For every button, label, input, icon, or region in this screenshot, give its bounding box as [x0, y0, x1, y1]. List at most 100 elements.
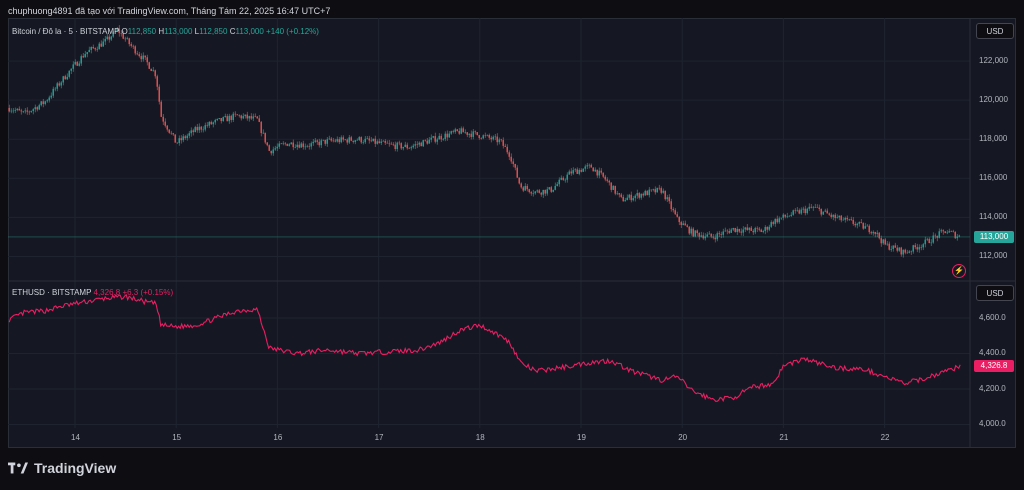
btc-candle — [60, 81, 62, 89]
btc-candle — [744, 226, 746, 233]
btc-candle — [942, 229, 944, 235]
btc-candle — [162, 114, 164, 126]
btc-candle — [628, 193, 630, 200]
btc-candle — [652, 188, 654, 192]
btc-candle — [788, 215, 790, 217]
btc-candle — [82, 53, 84, 59]
btc-candle — [798, 208, 800, 215]
btc-candle — [376, 139, 378, 145]
btc-candle — [284, 142, 286, 146]
btc-candle — [762, 229, 764, 234]
btc-candle — [30, 110, 32, 113]
btc-candle — [572, 167, 574, 175]
btc-candle — [604, 174, 606, 182]
btc-candle — [78, 61, 80, 67]
btc-candle — [96, 46, 98, 52]
btc-candle — [92, 44, 94, 50]
eth-currency-button[interactable]: USD — [976, 285, 1014, 301]
btc-candle — [436, 137, 438, 145]
btc-candle — [680, 220, 682, 229]
btc-candle — [374, 135, 376, 147]
btc-candle — [566, 172, 568, 183]
btc-candle — [182, 134, 184, 143]
btc-candle — [154, 69, 156, 79]
btc-candle — [42, 98, 44, 108]
btc-candle — [418, 141, 420, 147]
btc-candle — [158, 84, 160, 105]
btc-candle — [920, 244, 922, 251]
btc-candle — [508, 150, 510, 161]
y-tick-label: 4,600.0 — [979, 312, 1006, 322]
btc-candle — [552, 189, 554, 193]
btc-candle — [260, 121, 262, 137]
y-tick-label: 114,000 — [979, 212, 1008, 222]
btc-candle — [220, 117, 222, 124]
btc-candle — [586, 162, 588, 170]
btc-candle — [674, 208, 676, 215]
btc-candle — [24, 108, 26, 114]
btc-candle — [206, 122, 208, 128]
btc-candle — [18, 106, 20, 111]
btc-candle — [242, 113, 244, 120]
btc-candle — [286, 143, 288, 147]
btc-candle — [122, 31, 124, 40]
btc-candle — [224, 113, 226, 118]
btc-candle — [348, 134, 350, 144]
btc-candle — [716, 231, 718, 242]
btc-candle — [950, 230, 952, 233]
btc-candle — [778, 216, 780, 224]
lightning-icon[interactable]: ⚡ — [952, 264, 966, 278]
btc-candle — [540, 192, 542, 197]
btc-candle — [728, 228, 730, 234]
btc-candle — [222, 116, 224, 122]
btc-candle — [70, 68, 72, 75]
btc-candle — [850, 216, 852, 221]
btc-candle — [670, 198, 672, 212]
btc-candle — [334, 138, 336, 143]
chart-canvas[interactable] — [8, 18, 1016, 448]
btc-candle — [602, 172, 604, 178]
btc-candle — [884, 238, 886, 246]
btc-candle — [22, 110, 24, 114]
btc-candle — [734, 227, 736, 233]
btc-candle — [428, 137, 430, 144]
btc-candle — [406, 142, 408, 150]
btc-candle — [858, 221, 860, 227]
btc-candle — [88, 46, 90, 53]
btc-candle — [118, 25, 120, 37]
btc-candle — [324, 139, 326, 146]
btc-candle — [742, 226, 744, 237]
btc-candle — [612, 185, 614, 190]
btc-candle — [378, 138, 380, 144]
btc-candle — [434, 132, 436, 144]
btc-candle — [202, 126, 204, 133]
eth-value: 4,326.8 — [93, 288, 121, 297]
btc-candle — [16, 108, 18, 112]
btc-candle — [890, 245, 892, 252]
btc-currency-button[interactable]: USD — [976, 23, 1014, 39]
btc-candle — [312, 138, 314, 146]
tradingview-logo[interactable]: TradingView — [8, 460, 116, 476]
btc-candle — [64, 74, 66, 80]
btc-candle — [310, 141, 312, 150]
btc-candle — [910, 250, 912, 255]
btc-candle — [414, 141, 416, 149]
btc-candle — [640, 193, 642, 200]
btc-candle — [510, 153, 512, 164]
btc-candle — [870, 230, 872, 235]
btc-candle — [832, 214, 834, 221]
btc-candle — [526, 183, 528, 192]
btc-candle — [678, 216, 680, 226]
btc-candle — [922, 243, 924, 251]
btc-candle — [346, 138, 348, 145]
btc-candle — [138, 51, 140, 58]
btc-candle — [176, 142, 178, 144]
x-tick-label: 22 — [880, 433, 890, 442]
btc-candle — [174, 134, 176, 143]
btc-candle — [166, 124, 168, 132]
btc-candle — [730, 227, 732, 233]
btc-candle — [684, 220, 686, 226]
btc-candle — [928, 237, 930, 244]
btc-candle — [902, 249, 904, 258]
btc-candle — [462, 126, 464, 133]
